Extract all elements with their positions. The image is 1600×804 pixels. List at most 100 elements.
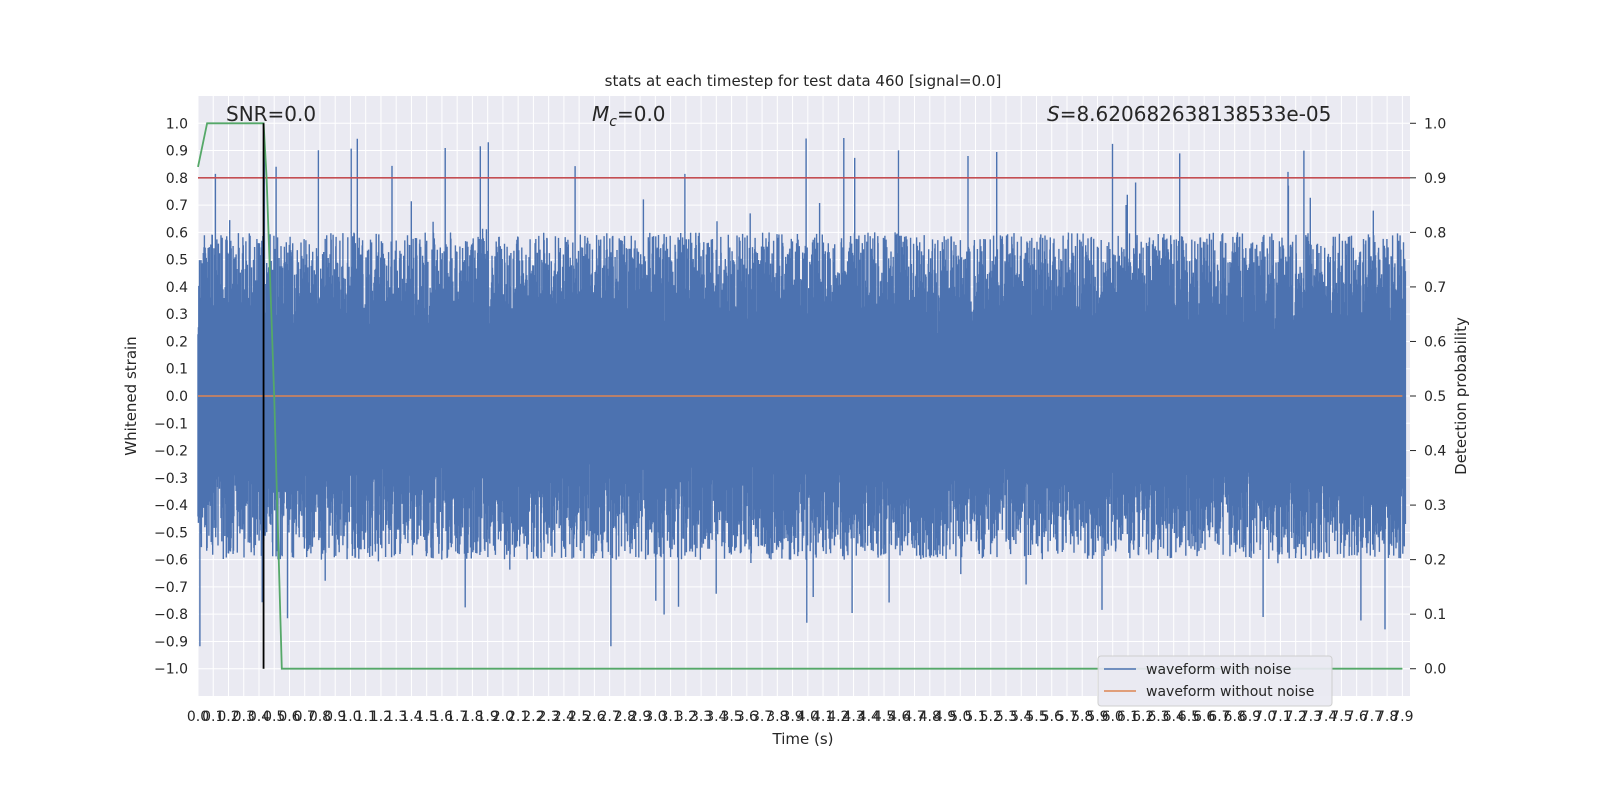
series-detection-probability [197,122,1403,670]
x-tick-label: 5.4 [1010,709,1032,725]
right-y-tick-label: 0.7 [1424,280,1446,296]
x-tick-label: 4.3 [842,709,864,725]
x-tick-label: 7.7 [1361,709,1383,725]
left-y-tick-label: −0.2 [154,444,188,460]
x-tick-label: 6.8 [1224,709,1246,725]
x-tick-label: 4.1 [812,709,834,725]
x-tick-label: 3.6 [736,709,758,725]
x-tick-label: 1.6 [431,709,453,725]
x-tick-label: 3.7 [751,709,773,725]
left-y-tick-label: 0.1 [166,362,188,378]
x-tick-label: 4.9 [934,709,956,725]
right-y-tick-label: 0.6 [1424,334,1446,350]
legend-entry-clean: waveform without noise [1146,684,1314,700]
x-tick-label: 6.0 [1102,709,1124,725]
x-tick-label: 5.3 [995,709,1017,725]
left-y-tick-label: 0.5 [166,253,188,269]
x-tick-label: 0.2 [217,709,239,725]
x-tick-label: 5.1 [964,709,986,725]
reference-lines [197,122,1410,670]
right-y-tick-label: 0.2 [1424,553,1446,569]
left-y-tick-label: −0.8 [154,607,188,623]
left-y-tick-label: 0.7 [166,198,188,214]
x-tick-label: 5.7 [1056,709,1078,725]
x-tick-label: 2.9 [629,709,651,725]
x-tick-label: 3.8 [766,709,788,725]
x-tick-label: 5.9 [1086,709,1108,725]
x-axis: 0.00.10.20.30.40.50.60.70.80.91.01.11.21… [187,709,1414,725]
x-tick-label: 1.1 [355,709,377,725]
x-tick-label: 5.2 [980,709,1002,725]
right-y-tick-label: 0.4 [1424,444,1446,460]
left-y-axis-label: Whitened strain [122,336,140,455]
x-tick-label: 6.6 [1193,709,1215,725]
left-y-tick-label: −0.1 [154,416,188,432]
legend-entry-noisy: waveform with noise [1146,662,1291,678]
x-tick-label: 3.4 [705,709,727,725]
x-tick-label: 5.6 [1041,709,1063,725]
x-tick-label: 0.8 [309,709,331,725]
x-tick-label: 6.1 [1117,709,1139,725]
x-tick-label: 2.3 [538,709,560,725]
left-y-tick-label: 0.3 [166,307,188,323]
left-y-tick-label: −0.4 [154,498,188,514]
right-y-tick-label: 0.3 [1424,498,1446,514]
right-y-tick-label: 0.8 [1424,225,1446,241]
x-tick-label: 7.5 [1330,709,1352,725]
x-tick-label: 4.2 [827,709,849,725]
x-tick-label: 7.0 [1254,709,1276,725]
x-tick-label: 4.4 [858,709,880,725]
left-y-tick-label: −1.0 [154,662,188,678]
x-tick-label: 1.9 [477,709,499,725]
x-tick-label: 6.5 [1178,709,1200,725]
x-tick-label: 2.6 [583,709,605,725]
x-tick-label: 4.0 [797,709,819,725]
right-y-tick-label: 0.5 [1424,389,1446,405]
x-tick-label: 4.7 [903,709,925,725]
x-tick-label: 2.5 [568,709,590,725]
left-y-tick-label: −0.5 [154,525,188,541]
x-tick-label: 7.8 [1376,709,1398,725]
legend-box [1097,655,1333,707]
left-y-tick-label: −0.6 [154,553,188,569]
x-tick-label: 0.1 [202,709,224,725]
left-y-axis: 1.0 0.9 0.8 0.7 0.6 0.5 0.4 0.3 0.2 0.1 0.0 −0.1 −0.… [154,116,188,677]
x-tick-label: 6.4 [1163,709,1185,725]
x-tick-label: 0.6 [278,709,300,725]
x-tick-label: 3.5 [720,709,742,725]
x-tick-label: 5.0 [949,709,971,725]
left-y-tick-label: −0.9 [154,634,188,650]
x-tick-label: 2.8 [614,709,636,725]
x-tick-label: 1.7 [446,709,468,725]
x-tick-label: 0.9 [324,709,346,725]
legend: waveform with noise waveform without noi… [1097,655,1333,707]
x-tick-label: 0.5 [263,709,285,725]
x-tick-label: 1.0 [339,709,361,725]
x-tick-label: 0.7 [294,709,316,725]
left-y-tick-label: −0.7 [154,580,188,596]
x-tick-label: 0.0 [187,709,209,725]
left-y-tick-label: 0.8 [166,171,188,187]
x-tick-label: 7.1 [1269,709,1291,725]
x-tick-label: 7.2 [1285,709,1307,725]
x-tick-label: 7.9 [1391,709,1413,725]
left-y-tick-label: 0.4 [166,280,188,296]
chart-title: stats at each timestep for test data 460… [605,72,1002,90]
right-y-tick-label: 1.0 [1424,116,1446,132]
x-tick-label: 2.7 [598,709,620,725]
x-tick-label: 1.3 [385,709,407,725]
x-tick-label: 7.3 [1300,709,1322,725]
x-tick-label: 7.4 [1315,709,1337,725]
x-tick-label: 5.8 [1071,709,1093,725]
x-tick-label: 6.9 [1239,709,1261,725]
x-tick-label: 6.3 [1147,709,1169,725]
chirp-mass-annotation: Mc=0.0 [592,102,666,130]
x-tick-label: 1.4 [400,709,422,725]
x-tick-label: 1.5 [416,709,438,725]
x-tick-label: 6.2 [1132,709,1154,725]
x-tick-label: 3.9 [781,709,803,725]
x-tick-label: 5.5 [1025,709,1047,725]
x-tick-label: 2.2 [522,709,544,725]
x-tick-label: 3.3 [690,709,712,725]
